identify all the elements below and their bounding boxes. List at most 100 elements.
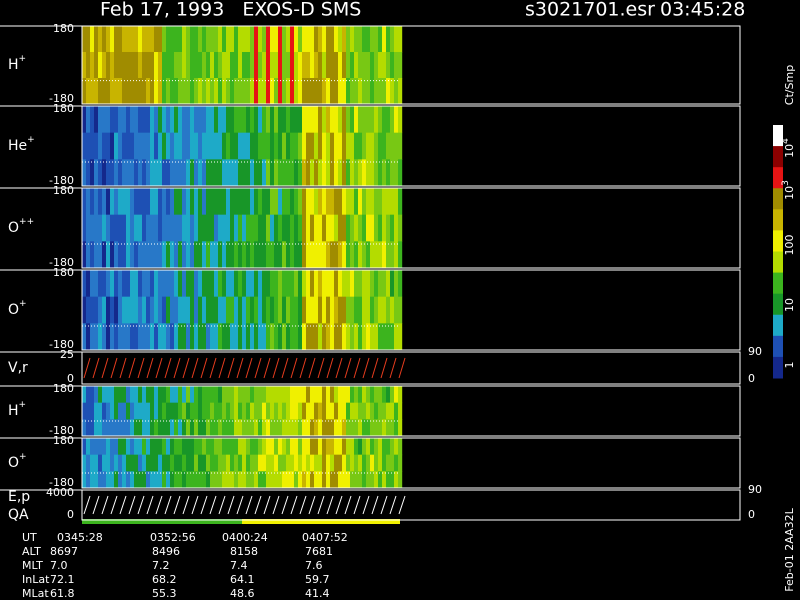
spectrogram-cell [198,386,203,404]
spectrogram-cell [250,296,255,324]
spectrogram-cell [310,159,315,187]
spectrogram-cell [102,386,107,404]
spectrogram-cell [394,296,399,324]
spectrogram-cell [166,471,171,489]
spectrogram-cell [158,270,163,298]
spectrogram-cell [294,471,299,489]
spectrogram-cell [126,52,131,79]
footer-value: 7.4 [230,559,248,572]
spectrogram-cell [310,296,315,324]
spectrogram-cell [382,241,387,269]
spectrogram-cell [210,106,215,134]
spectrogram-cell [314,438,319,456]
spectrogram-cell [154,214,159,242]
spectrogram-cell [106,296,111,324]
spectrogram-cell [238,454,243,472]
spectrogram-cell [354,214,359,242]
spectrogram-cell [250,454,255,472]
footer-value: 68.2 [152,573,177,586]
spectrogram-cell [282,438,287,456]
spectrogram-cell [142,323,147,351]
spectrogram-cell [122,438,127,456]
spectrogram-cell [170,471,175,489]
spectrogram-cell [310,52,315,79]
spectrogram-cell [126,188,131,216]
spectrogram-cell [294,241,299,269]
spectrogram-cell [322,296,327,324]
spectrogram-cell [130,454,135,472]
spectrogram-cell [366,296,371,324]
spectrogram-cell [362,471,367,489]
spectrogram-cell [98,106,103,134]
spectrogram-cell [130,438,135,456]
spectrogram-cell [198,419,203,437]
label-text: E,p [8,489,30,505]
spectrogram-cell [214,188,219,216]
spectrogram-cell [354,132,359,160]
spectrogram-cell [118,241,123,269]
spectrogram-cell [370,188,375,216]
top-tick: 25 [60,348,74,361]
spectrogram-cell [122,386,127,404]
spectrogram-cell [338,454,343,472]
spectrogram-cell [102,26,107,53]
spectrogram-cell [198,471,203,489]
spectrogram-cell [178,323,183,351]
spectrogram-cell [106,323,111,351]
spectrogram-cell [246,323,251,351]
spectrogram-cell [258,188,263,216]
spectrogram-cell [194,106,199,134]
spectrogram-cell [142,159,147,187]
spectrogram-cell [166,296,171,324]
spectrogram-cell [282,323,287,351]
spectrogram-cell [246,402,251,420]
spectrogram-cell [350,241,355,269]
spectrogram-cell [382,132,387,160]
spectrogram-cell [182,214,187,242]
spectrogram-cell [182,159,187,187]
spectrogram-cell [310,188,315,216]
spectrogram-cell [274,78,279,105]
spectrogram-cell [98,402,103,420]
spectrogram-cell [346,188,351,216]
spectrogram-cell [234,386,239,404]
spectrogram-cell [258,386,263,404]
spectrogram-cell [274,214,279,242]
spectrogram-cell [298,159,303,187]
spectrogram-cell [90,296,95,324]
spectrogram-cell [318,419,323,437]
spectrogram-cell [82,159,87,187]
spectrogram-cell [138,419,143,437]
spectrogram-cell [386,26,391,53]
spectrogram-cell [394,270,399,298]
spectrogram-cell [190,26,195,53]
spectrogram-cell [298,132,303,160]
spectrogram-cell [90,214,95,242]
spectrogram-cell [290,159,295,187]
spectrogram-cell [294,438,299,456]
spectrogram-cell [314,132,319,160]
spectrogram-cell [158,159,163,187]
spectrogram-cell [94,106,99,134]
spectrogram-cell [234,132,239,160]
spectrogram-cell [238,471,243,489]
spectrogram-cell [242,106,247,134]
label-base: 100 [783,235,796,256]
spectrogram-cell [362,26,367,53]
spectrogram-cell [90,323,95,351]
footer-value: 41.4 [305,587,330,600]
spectrogram-cell [266,159,271,187]
spectrogram-cell [338,438,343,456]
spectrogram-cell [274,323,279,351]
spectrogram-cell [278,471,283,489]
spectrogram-cell [134,323,139,351]
colorbar-segment [773,125,783,147]
spectrogram-cell [106,454,111,472]
spectrogram-cell [218,52,223,79]
spectrogram-cell [214,26,219,53]
spectrogram-cell [378,78,383,105]
spectrogram-cell [282,78,287,105]
spectrogram-cell [358,471,363,489]
spectrogram-cell [338,214,343,242]
spectrogram-cell [206,52,211,79]
